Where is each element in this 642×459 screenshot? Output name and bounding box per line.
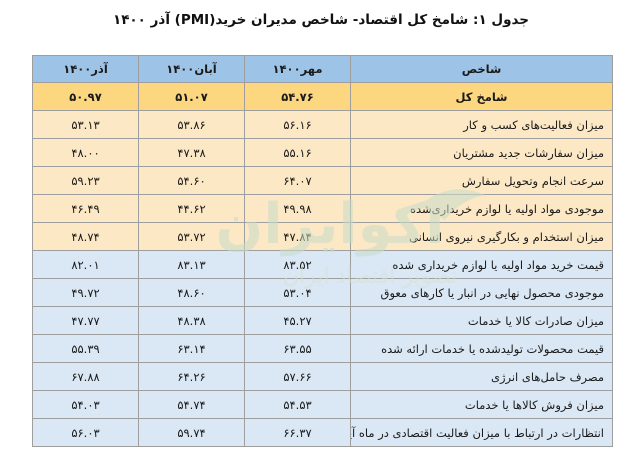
row-name: موجودی محصول نهایی در انبار یا کارهای مع… xyxy=(350,278,613,307)
row-aban-value: ۵۴.۶۰ xyxy=(138,166,245,195)
table-row: میزان فروش کالاها یا خدمات ۵۴.۵۳ ۵۴.۷۴ ۵۴.۰… xyxy=(32,390,613,419)
row-mehr-value: ۶۶.۳۷ xyxy=(244,418,351,447)
table-row: میزان صادرات کالا یا خدمات ۴۵.۲۷ ۴۸.۳۸ ۴۷.۷… xyxy=(32,306,613,335)
row-azar-value: ۵۵.۳۹ xyxy=(32,334,139,363)
row-aban-value: ۵۴.۷۴ xyxy=(138,390,245,419)
pmi-table: شاخص مهر۱۴۰۰ آبان۱۴۰۰ آذر۱۴۰۰ شامخ کل ۵۴… xyxy=(32,55,613,447)
row-aban-value: ۵۹.۷۴ xyxy=(138,418,245,447)
row-azar-value: ۴۷.۷۷ xyxy=(32,306,139,335)
row-mehr-value: ۶۴.۰۷ xyxy=(244,166,351,195)
row-aban-value: ۵۳.۷۲ xyxy=(138,222,245,251)
headline-aban: ۵۱.۰۷ xyxy=(138,82,245,111)
row-aban-value: ۴۷.۳۸ xyxy=(138,138,245,167)
table-row: قیمت محصولات تولیدشده یا خدمات ارائه شده… xyxy=(32,334,613,363)
table-row: میزان فعالیت‌های کسب و کار ۵۶.۱۶ ۵۳.۸۶ ۵۳.۱… xyxy=(32,110,613,139)
row-mehr-value: ۶۳.۵۵ xyxy=(244,334,351,363)
table-title: جدول ۱: شامخ کل اقتصاد- شاخص مدیران خرید… xyxy=(112,12,530,28)
header-aban: آبان۱۴۰۰ xyxy=(138,55,245,83)
table-row: سرعت انجام وتحویل سفارش ۶۴.۰۷ ۵۴.۶۰ ۵۹.۲۳ xyxy=(32,166,613,195)
row-azar-value: ۵۳.۱۳ xyxy=(32,110,139,139)
row-mehr-value: ۵۳.۰۴ xyxy=(244,278,351,307)
row-name: موجودی مواد اولیه یا لوازم خریداری‌شده xyxy=(350,194,613,223)
header-mehr: مهر۱۴۰۰ xyxy=(244,55,351,83)
row-azar-value: ۵۹.۲۳ xyxy=(32,166,139,195)
row-azar-value: ۵۶.۰۳ xyxy=(32,418,139,447)
row-azar-value: ۶۷.۸۸ xyxy=(32,362,139,391)
header-index: شاخص xyxy=(350,55,613,83)
row-aban-value: ۴۸.۳۸ xyxy=(138,306,245,335)
row-mehr-value: ۵۶.۱۶ xyxy=(244,110,351,139)
row-aban-value: ۴۸.۶۰ xyxy=(138,278,245,307)
row-mehr-value: ۴۹.۹۸ xyxy=(244,194,351,223)
row-aban-value: ۵۳.۸۶ xyxy=(138,110,245,139)
row-mehr-value: ۵۵.۱۶ xyxy=(244,138,351,167)
row-mehr-value: ۸۳.۵۲ xyxy=(244,250,351,279)
row-aban-value: ۶۴.۲۶ xyxy=(138,362,245,391)
row-azar-value: ۴۹.۷۲ xyxy=(32,278,139,307)
table-row: موجودی محصول نهایی در انبار یا کارهای مع… xyxy=(32,278,613,307)
row-name: قیمت خرید مواد اولیه یا لوازم خریداری شد… xyxy=(350,250,613,279)
row-mehr-value: ۵۷.۶۶ xyxy=(244,362,351,391)
row-name: میزان صادرات کالا یا خدمات xyxy=(350,306,613,335)
row-azar-value: ۸۲.۰۱ xyxy=(32,250,139,279)
row-name: میزان سفارشات جدید مشتریان xyxy=(350,138,613,167)
table-row: موجودی مواد اولیه یا لوازم خریداری‌شده ۴۹… xyxy=(32,194,613,223)
headline-azar: ۵۰.۹۷ xyxy=(32,82,139,111)
row-name: مصرف حامل‌های انرژی xyxy=(350,362,613,391)
row-name: قیمت محصولات تولیدشده یا خدمات ارائه شده xyxy=(350,334,613,363)
row-name: میزان فروش کالاها یا خدمات xyxy=(350,390,613,419)
row-mehr-value: ۵۴.۵۳ xyxy=(244,390,351,419)
row-azar-value: ۵۴.۰۳ xyxy=(32,390,139,419)
row-name: میزان استخدام و بکارگیری نیروی انسانی xyxy=(350,222,613,251)
row-azar-value: ۴۸.۷۴ xyxy=(32,222,139,251)
row-name: سرعت انجام وتحویل سفارش xyxy=(350,166,613,195)
headline-mehr: ۵۴.۷۶ xyxy=(244,82,351,111)
table-row: میزان استخدام و بکارگیری نیروی انسانی ۴۷.… xyxy=(32,222,613,251)
table-row: میزان سفارشات جدید مشتریان ۵۵.۱۶ ۴۷.۳۸ ۴۸.۰… xyxy=(32,138,613,167)
row-mehr-value: ۴۵.۲۷ xyxy=(244,306,351,335)
table-row: قیمت خرید مواد اولیه یا لوازم خریداری شد… xyxy=(32,250,613,279)
header-row: شاخص مهر۱۴۰۰ آبان۱۴۰۰ آذر۱۴۰۰ xyxy=(32,55,613,83)
table-row: انتظارات در ارتباط با میزان فعالیت اقتصا… xyxy=(32,418,613,447)
row-name: انتظارات در ارتباط با میزان فعالیت اقتصا… xyxy=(350,418,613,447)
row-name: میزان فعالیت‌های کسب و کار xyxy=(350,110,613,139)
row-aban-value: ۴۴.۶۲ xyxy=(138,194,245,223)
table-row: مصرف حامل‌های انرژی ۵۷.۶۶ ۶۴.۲۶ ۶۷.۸۸ xyxy=(32,362,613,391)
row-aban-value: ۶۳.۱۴ xyxy=(138,334,245,363)
row-aban-value: ۸۳.۱۳ xyxy=(138,250,245,279)
row-mehr-value: ۴۷.۸۴ xyxy=(244,222,351,251)
row-azar-value: ۴۶.۴۹ xyxy=(32,194,139,223)
headline-name: شامخ کل xyxy=(350,82,613,111)
row-azar-value: ۴۸.۰۰ xyxy=(32,138,139,167)
headline-row: شامخ کل ۵۴.۷۶ ۵۱.۰۷ ۵۰.۹۷ xyxy=(32,82,613,111)
header-azar: آذر۱۴۰۰ xyxy=(32,55,139,83)
table-body: شامخ کل ۵۴.۷۶ ۵۱.۰۷ ۵۰.۹۷ میزان فعالیت‌ه… xyxy=(32,82,613,447)
